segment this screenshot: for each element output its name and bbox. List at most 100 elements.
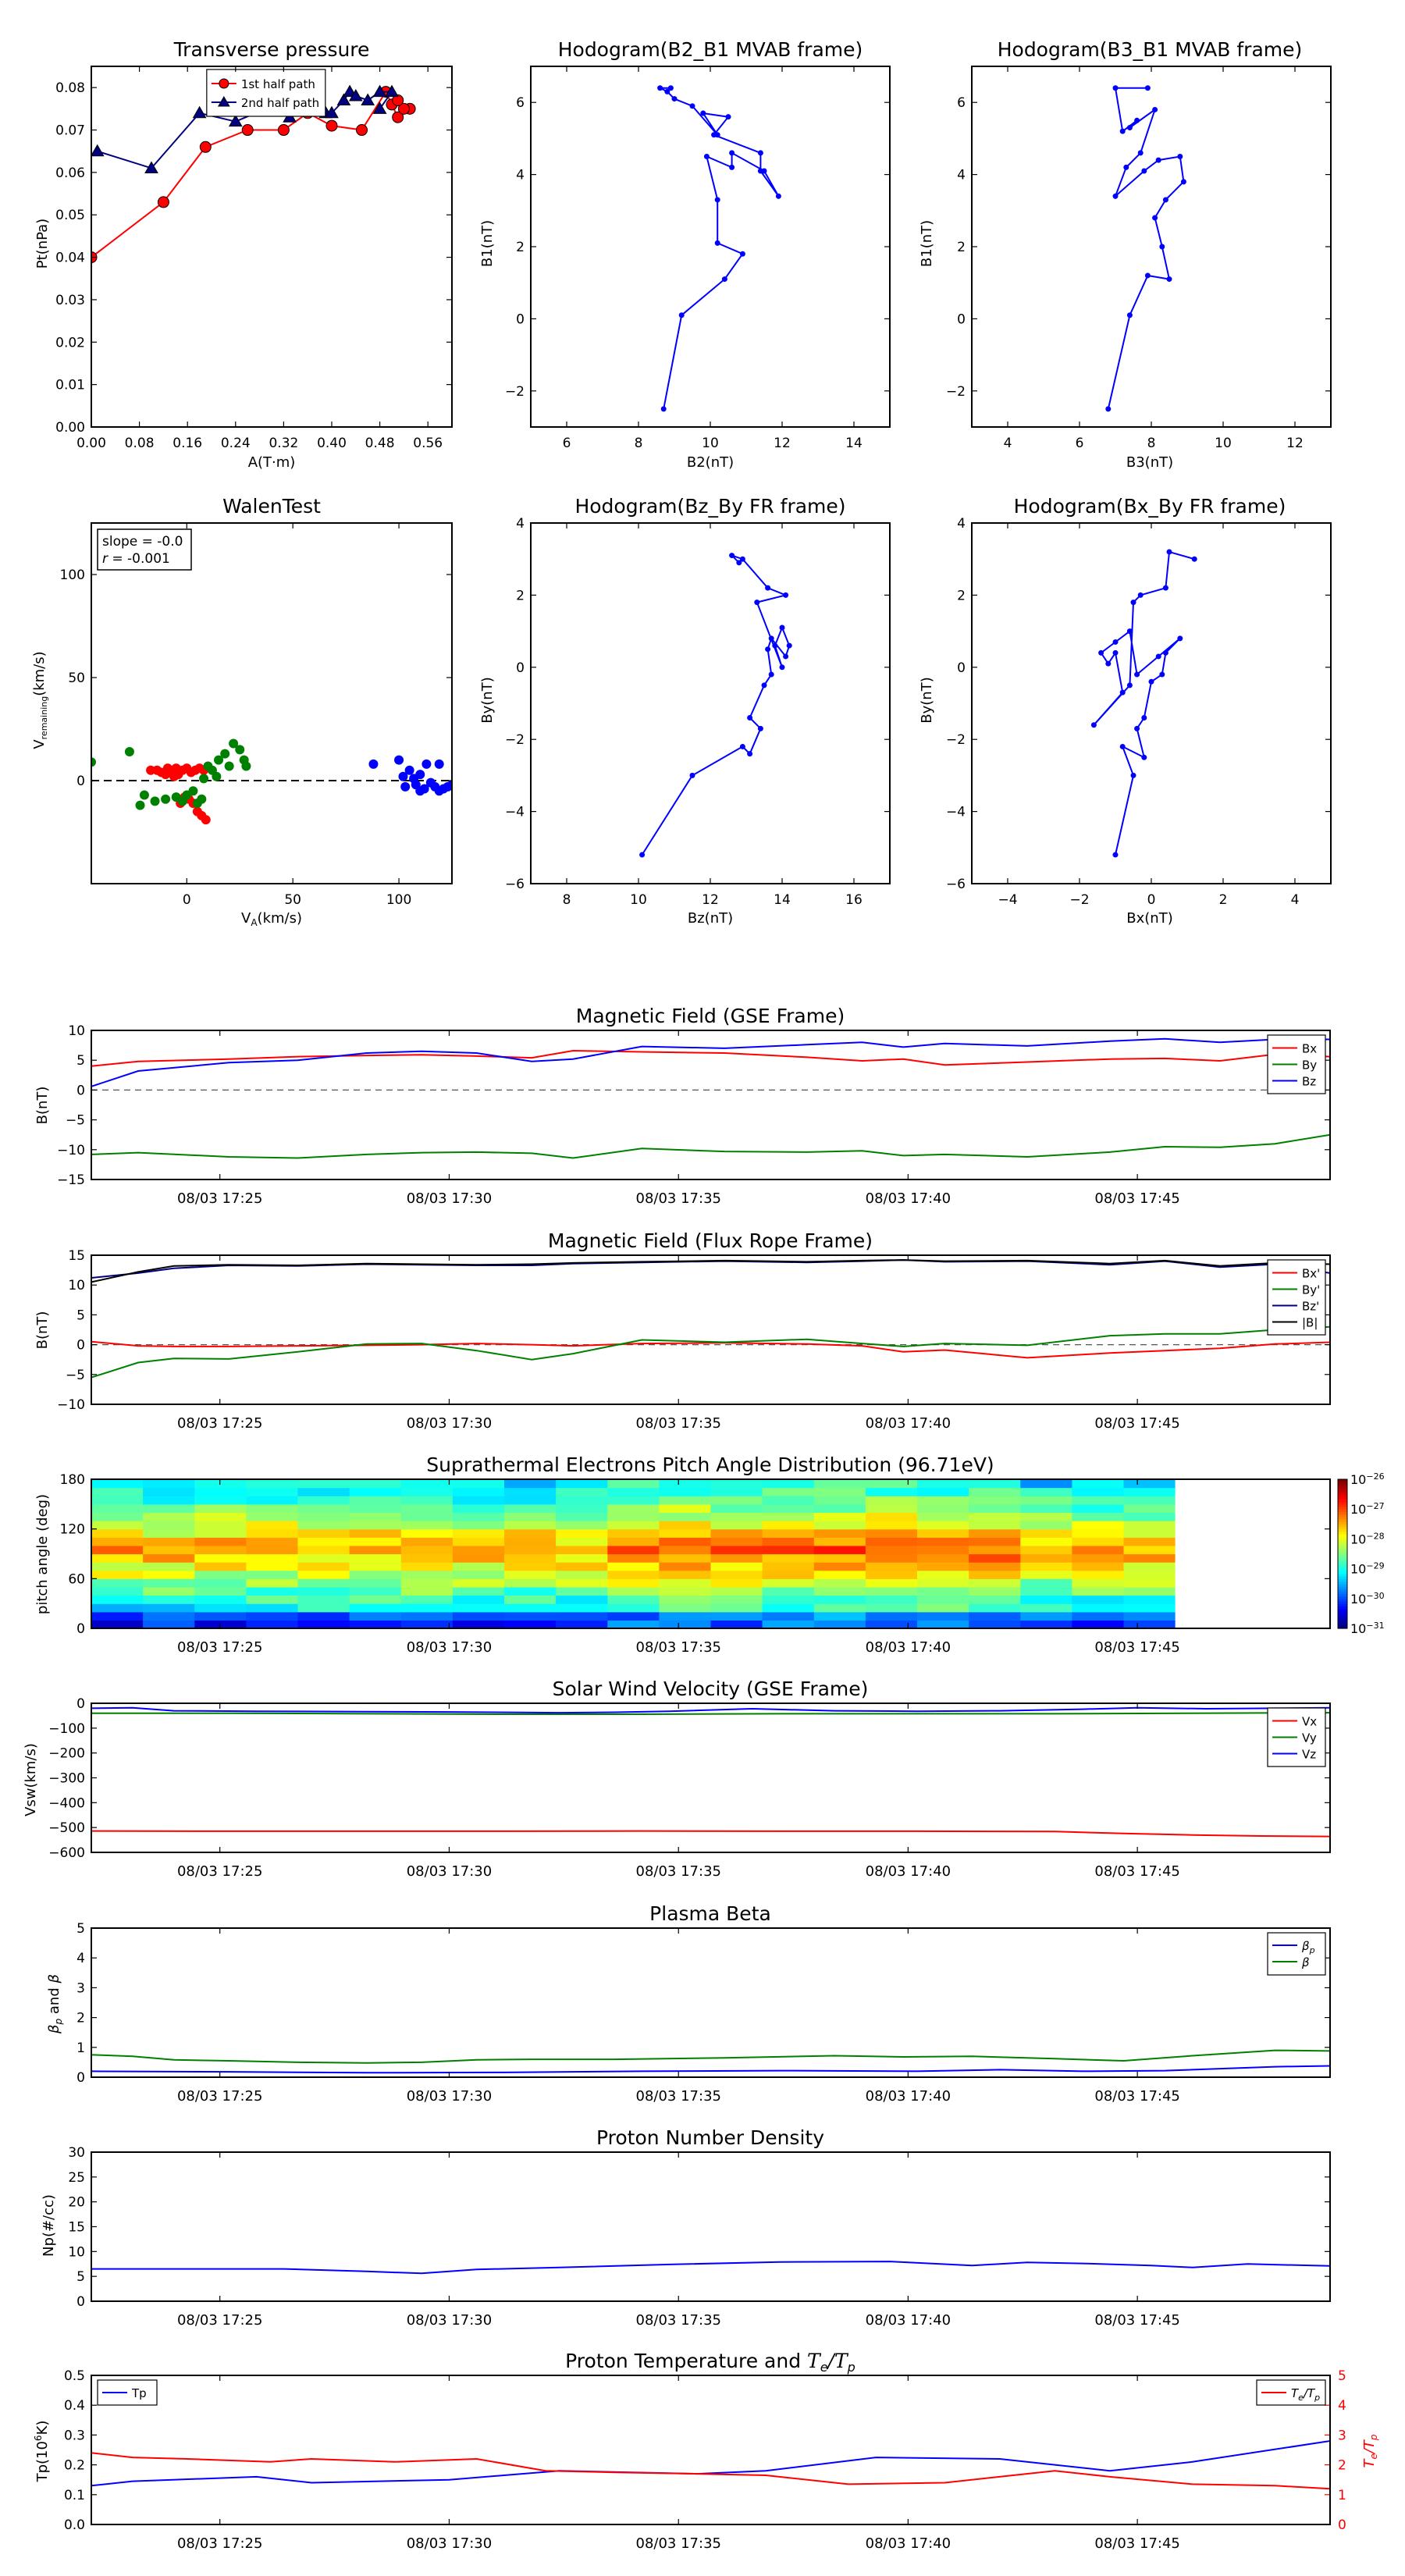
heatmap-cell [710, 1553, 763, 1563]
x-tick-label: 08/03 17:25 [177, 2088, 262, 2105]
panel-temp: 08/03 17:25 08/03 17:30 08/03 17:35 08/03 1… [64, 2368, 1346, 2552]
heatmap-cell [143, 1479, 195, 1489]
heatmap-cell [607, 1620, 660, 1628]
heatmap-cell [659, 1570, 712, 1579]
legend-mag_fr: Bx' By' Bz' |B| [1267, 1259, 1326, 1336]
data-point [729, 553, 735, 559]
x-tick-label: 0.48 [365, 436, 395, 451]
heatmap-cell [762, 1537, 815, 1546]
data-point [1155, 157, 1161, 163]
heatmap-cell [710, 1570, 763, 1579]
heatmap-cell [917, 1479, 969, 1489]
colorbar-step [1338, 1489, 1347, 1493]
colorbar-step [1338, 1566, 1347, 1570]
y-tick-label: 0.0 [64, 2517, 85, 2533]
x-tick-label: 08/03 17:25 [177, 1639, 262, 1656]
x-tick-label: 08/03 17:45 [1094, 2312, 1179, 2329]
heatmap-cell [813, 1595, 866, 1604]
heatmap-cell [659, 1496, 712, 1505]
y-tick-label: 15 [68, 2220, 85, 2236]
heatmap-cell [865, 1603, 918, 1613]
colorbar-step [1338, 1551, 1347, 1555]
heatmap-cell [659, 1537, 712, 1546]
heatmap-cell [813, 1479, 866, 1489]
legend-label: Vy [1302, 1731, 1317, 1745]
data-point [1112, 649, 1119, 656]
heatmap-cell [710, 1578, 763, 1588]
data-point [1166, 549, 1172, 555]
colorbar-step [1338, 1613, 1347, 1617]
heatmap-cell [246, 1586, 299, 1596]
y-tick-label: 4 [957, 168, 966, 183]
heatmap-cell [143, 1603, 195, 1613]
legend-label: Bx [1302, 1042, 1317, 1056]
heatmap-cell [762, 1512, 815, 1521]
heatmap-cell [917, 1528, 969, 1538]
data-point [747, 751, 753, 757]
data-point [1130, 772, 1136, 778]
x-tick-label: 08/03 17:35 [636, 1639, 721, 1656]
heatmap-cell [917, 1586, 969, 1596]
panel-vsw: 08/03 17:25 08/03 17:30 08/03 17:35 08/03 1… [48, 1696, 1331, 1880]
colorbar-step [1338, 1526, 1347, 1530]
heatmap-cell [607, 1578, 660, 1588]
x-tick-label: 4 [1291, 892, 1300, 908]
heatmap-cell [659, 1479, 712, 1489]
data-point [664, 88, 670, 94]
heatmap-cell [1123, 1503, 1176, 1513]
legend-label: 2nd half path [241, 96, 319, 110]
data-point [660, 406, 667, 412]
x-tick-label: 08/03 17:35 [636, 2535, 721, 2552]
heatmap-cell [1123, 1487, 1176, 1496]
heatmap-cell [246, 1553, 299, 1563]
heatmap-cell [659, 1503, 712, 1513]
vsw-ylabel: Vsw(km/s) [23, 1743, 39, 1816]
heatmap-cell [246, 1479, 299, 1489]
y-tick-label: −10 [57, 1143, 85, 1158]
y-tick-label: −6 [505, 877, 525, 892]
heatmap-cell [349, 1496, 402, 1505]
heatmap-cell [297, 1503, 350, 1513]
heatmap-cell [659, 1521, 712, 1530]
x-tick-label: 08/03 17:35 [636, 2088, 721, 2105]
heatmap-cell [762, 1595, 815, 1604]
heatmap-cell [969, 1479, 1021, 1489]
data-point [736, 560, 742, 566]
colorbar-step [1338, 1616, 1347, 1619]
data-point [1137, 150, 1144, 156]
heatmap-cell [194, 1611, 247, 1621]
x-tick-label: 2 [1219, 892, 1228, 908]
heatmap-cell [762, 1553, 815, 1563]
x-tick-label: 08/03 17:25 [177, 1415, 262, 1432]
x-tick-label: 08/03 17:25 [177, 2312, 262, 2329]
heatmap-cell [607, 1479, 660, 1489]
colorbar-step [1338, 1606, 1347, 1610]
colorbar-step [1338, 1479, 1347, 1482]
data-point [747, 714, 753, 720]
data-point [199, 774, 209, 784]
y-tick-label: −100 [48, 1721, 85, 1737]
x-tick-label: −4 [998, 892, 1017, 908]
data-point [229, 738, 239, 749]
data-point [214, 755, 224, 765]
y-tick-label: 0.06 [55, 165, 85, 181]
temp-y2label: Te/Tp [1361, 2434, 1379, 2467]
panel-np: 08/03 17:25 08/03 17:30 08/03 17:35 08/03 1… [68, 2145, 1331, 2329]
colorbar-step [1338, 1511, 1347, 1515]
heatmap-cell [865, 1503, 918, 1513]
x-tick-label: 0.32 [269, 436, 298, 451]
heatmap-cell [143, 1496, 195, 1505]
heatmap-cell [400, 1553, 454, 1563]
heatmap-cell [504, 1578, 557, 1588]
heatmap-cell [556, 1528, 608, 1538]
data-point [228, 114, 243, 127]
heatmap-cell [194, 1562, 247, 1571]
heatmap-cell [349, 1521, 402, 1530]
beta-title: Plasma Beta [649, 1902, 771, 1925]
heatmap-cell [917, 1512, 969, 1521]
tp-xlabel: A(T·m) [248, 454, 296, 471]
y-tick-label: 25 [68, 2170, 85, 2186]
data-point [422, 759, 432, 769]
y-tick-label: 0.04 [55, 251, 85, 266]
legend-marker [217, 96, 230, 107]
